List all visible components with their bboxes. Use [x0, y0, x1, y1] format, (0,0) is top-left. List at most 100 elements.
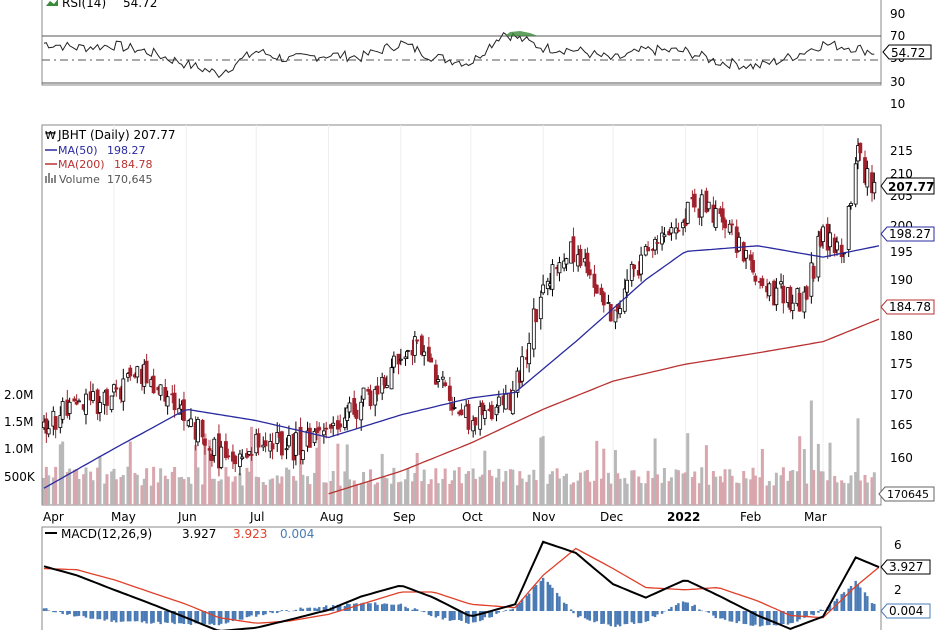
macd-histogram-bar — [96, 611, 99, 620]
volume-bar — [413, 472, 417, 505]
volume-bar — [338, 485, 342, 505]
volume-bar — [662, 468, 666, 505]
macd-histogram-bar — [856, 584, 860, 611]
macd-histogram-bar — [873, 603, 876, 611]
x-tick: Nov — [532, 510, 555, 524]
macd-histogram-bar — [75, 611, 78, 617]
macd-histogram-bar — [488, 611, 491, 618]
candle-body — [606, 302, 611, 304]
candle-body — [105, 389, 109, 406]
macd-histogram-bar — [849, 585, 853, 611]
volume-bar — [163, 475, 167, 505]
close-label: 207.77 — [888, 180, 934, 194]
volume-bar — [450, 480, 454, 505]
rsi-legend-icon — [46, 0, 58, 6]
volume-bar — [550, 471, 554, 505]
macd-histogram-bar — [453, 611, 456, 620]
volume-bar — [569, 484, 573, 505]
volume-bar — [208, 439, 212, 505]
volume-bar — [89, 471, 93, 505]
candle-body — [72, 398, 77, 402]
candle-body — [538, 296, 543, 320]
candle-body — [748, 254, 753, 261]
candle-body — [84, 393, 88, 415]
macd-histogram-bar — [450, 611, 454, 621]
macd-histogram-bar — [509, 609, 512, 611]
candle-body — [503, 393, 508, 410]
x-tick: May — [111, 510, 136, 524]
macd-histogram-bar — [406, 608, 410, 611]
candle-body — [382, 377, 387, 386]
volume-label-box — [878, 486, 935, 502]
candle-body — [440, 376, 445, 380]
macd-hist-label-box — [880, 603, 931, 619]
macd-signal-value: 3.923 — [233, 527, 267, 541]
volume-bar — [835, 482, 839, 505]
volume-bar — [772, 485, 776, 505]
macd-histogram-bar — [789, 611, 792, 624]
candle-body — [767, 283, 772, 297]
macd-hist-current-label: 0.004 — [889, 604, 923, 618]
candle-body — [480, 402, 485, 416]
volume-bar — [166, 479, 170, 505]
macd-histogram-bar — [714, 611, 717, 619]
volume-bar — [105, 474, 109, 505]
macd-histogram-bar — [367, 603, 370, 611]
macd-histogram-bar — [98, 611, 102, 620]
macd-histogram-bar — [392, 604, 396, 611]
candle-body — [321, 430, 326, 436]
rsi-legend-label: RSI(14) — [62, 0, 106, 10]
macd-histogram-bar — [674, 605, 678, 611]
macd-histogram-bar — [122, 611, 125, 622]
candle-body — [872, 181, 877, 194]
candle-body — [422, 351, 427, 356]
macd-histogram-bar — [262, 611, 265, 616]
volume-bar — [856, 418, 860, 505]
macd-histogram-bar — [353, 603, 356, 611]
macd-histogram-bar — [854, 580, 857, 611]
candle-body — [44, 418, 49, 434]
candle-body — [737, 236, 741, 252]
candle-body — [270, 443, 275, 450]
macd-histogram-bar — [196, 611, 200, 624]
macd-histogram-bar — [355, 603, 358, 611]
macd-histogram-bar — [870, 603, 874, 611]
candle-body — [534, 309, 539, 323]
candle-body — [177, 407, 182, 415]
volume-bar — [744, 478, 748, 505]
volume-bar — [595, 440, 599, 505]
volume-bar — [478, 476, 482, 505]
volume-bar — [644, 483, 648, 505]
volume-bar — [156, 482, 160, 505]
volume-bar — [795, 471, 799, 505]
volume-bar — [723, 469, 727, 505]
volume-bar — [632, 470, 636, 505]
volume-bar — [826, 480, 830, 505]
candle-body — [293, 432, 298, 456]
candle-body — [706, 201, 711, 210]
macd-histogram-bar — [245, 611, 249, 618]
macd-histogram-bar — [467, 611, 470, 624]
volume-bar — [676, 470, 680, 505]
candle-body — [781, 285, 786, 304]
volume-bar — [404, 479, 408, 505]
candle-body — [571, 236, 576, 263]
volume-bar — [257, 477, 261, 505]
volume-bar — [72, 469, 76, 505]
macd-histogram-bar — [772, 611, 776, 626]
candle-body — [482, 410, 487, 419]
macd-histogram-bar — [318, 607, 321, 611]
price-candles — [42, 138, 877, 477]
volume-bar — [588, 481, 592, 505]
candle-body — [128, 367, 133, 377]
macd-histogram-bar — [700, 610, 703, 612]
volume-bar — [707, 484, 711, 505]
rsi-tick: 70 — [890, 29, 905, 43]
candle-body — [403, 356, 408, 360]
macd-histogram-bar — [707, 611, 710, 613]
macd-histogram-bar — [129, 611, 132, 622]
volume-bar — [494, 477, 498, 505]
volume-bar — [355, 483, 359, 505]
candle-body — [429, 357, 434, 363]
